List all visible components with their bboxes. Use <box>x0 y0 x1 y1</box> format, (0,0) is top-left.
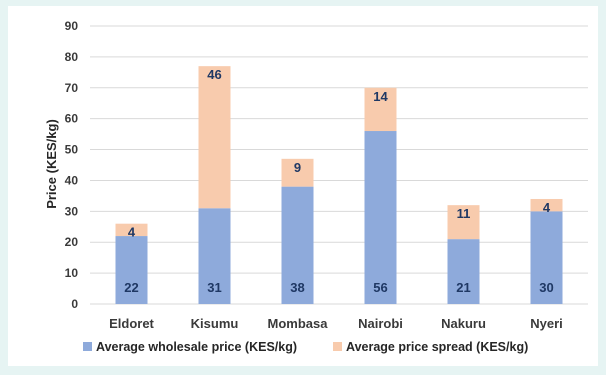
bar-spread <box>281 158 314 187</box>
legend-label: Average wholesale price (KES/kg) <box>96 340 297 354</box>
data-label: 9 <box>294 160 301 175</box>
y-tick-label: 0 <box>71 297 78 311</box>
data-label: 11 <box>457 206 471 221</box>
x-tick-label: Nakuru <box>441 316 486 331</box>
y-tick-label: 60 <box>65 112 79 126</box>
bar-wholesale <box>364 131 397 304</box>
y-tick-label: 90 <box>65 19 79 33</box>
data-label: 21 <box>456 280 470 295</box>
stacked-bar-chart: 0 10 20 30 40 50 60 70 80 90 Price (KES/kg) 22 4 31… <box>44 19 588 354</box>
bar-spread <box>115 223 148 237</box>
y-tick-label: 30 <box>65 204 79 218</box>
bar-spread <box>447 205 480 240</box>
y-tick-label: 40 <box>65 173 79 187</box>
data-label: 31 <box>207 280 221 295</box>
bar-wholesale <box>115 236 148 304</box>
data-label: 30 <box>539 280 553 295</box>
data-label: 4 <box>128 225 136 240</box>
chart-frame: 0 10 20 30 40 50 60 70 80 90 Price (KES/kg) 22 4 31… <box>8 6 598 366</box>
x-tick-label: Eldoret <box>109 316 154 331</box>
bar-spread <box>364 87 397 132</box>
legend-swatch <box>83 342 92 351</box>
bar-spread <box>198 66 231 209</box>
data-label: 56 <box>373 280 387 295</box>
y-axis-label: Price (KES/kg) <box>44 119 59 209</box>
data-label: 38 <box>290 280 304 295</box>
data-label: 4 <box>543 200 551 215</box>
data-label: 22 <box>124 280 138 295</box>
y-tick-label: 70 <box>65 81 79 95</box>
bar-wholesale <box>281 186 314 304</box>
x-axis-categories: Eldoret Kisumu Mombasa Nairobi Nakuru Nyeri <box>109 316 563 331</box>
bar-wholesale <box>530 211 563 304</box>
data-label: 14 <box>373 89 388 104</box>
y-axis-ticks: 0 10 20 30 40 50 60 70 80 90 <box>65 19 79 311</box>
x-tick-label: Kisumu <box>191 316 239 331</box>
y-tick-label: 50 <box>65 143 79 157</box>
legend-label: Average price spread (KES/kg) <box>346 340 528 354</box>
bar-wholesale <box>198 208 231 304</box>
y-tick-label: 10 <box>65 266 79 280</box>
y-tick-label: 20 <box>65 235 79 249</box>
gridlines <box>90 25 588 305</box>
legend-swatch <box>333 342 342 351</box>
data-label: 46 <box>207 67 221 82</box>
x-tick-label: Nairobi <box>358 316 403 331</box>
bars: 22 4 31 46 38 9 56 14 21 11 30 4 <box>115 66 563 304</box>
x-tick-label: Mombasa <box>268 316 329 331</box>
bar-spread <box>530 198 563 212</box>
y-tick-label: 80 <box>65 50 79 64</box>
legend: Average wholesale price (KES/kg) Average … <box>83 340 528 354</box>
bar-wholesale <box>447 239 480 304</box>
x-tick-label: Nyeri <box>530 316 563 331</box>
